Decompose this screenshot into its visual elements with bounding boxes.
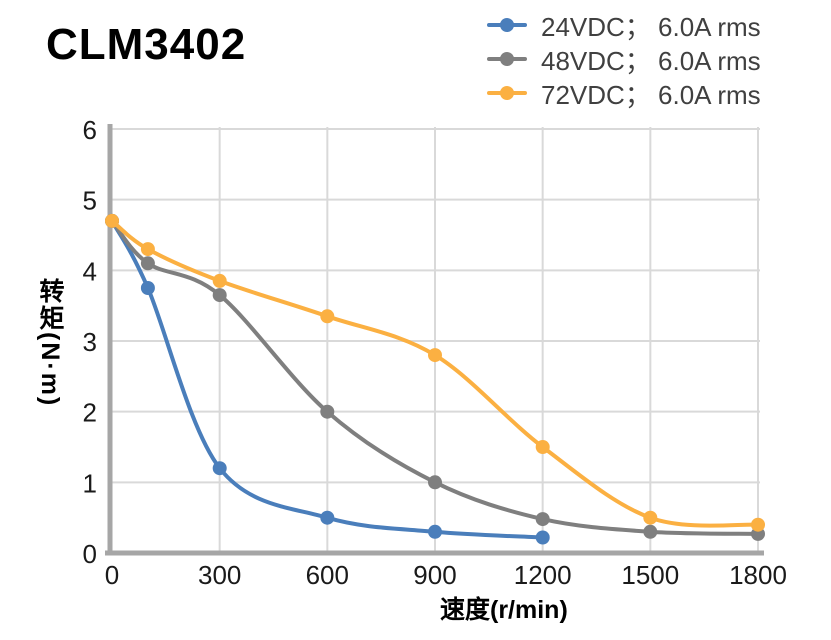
legend: 24VDC； 6.0A rms 48VDC； 6.0A rms 72VDC； 6.0…: [487, 8, 761, 110]
legend-dot-icon: [500, 18, 514, 32]
data-point-72vdc-1800: [751, 517, 765, 532]
x-tick-label-600: 600: [306, 560, 349, 590]
data-point-24vdc-600: [320, 510, 335, 525]
y-tick-label-0: 0: [83, 539, 97, 569]
data-point-24vdc-300: [212, 461, 227, 476]
legend-marker-icon: [487, 52, 527, 66]
data-point-72vdc-1200: [535, 440, 550, 454]
data-point-48vdc-900: [428, 475, 442, 490]
legend-marker-icon: [487, 86, 527, 100]
data-point-24vdc-100: [140, 281, 155, 295]
x-tick-label-1800: 1800: [729, 560, 787, 590]
data-point-48vdc-600: [320, 404, 335, 419]
data-point-48vdc-1500: [643, 524, 658, 539]
data-point-72vdc-900: [428, 348, 442, 363]
y-tick-label-3: 3: [83, 327, 97, 357]
data-point-72vdc-600: [320, 309, 335, 324]
x-tick-label-0: 0: [105, 560, 119, 590]
data-point-24vdc-1200: [535, 530, 550, 545]
x-axis-label: 速度(r/min): [440, 596, 568, 624]
x-tick-label-1500: 1500: [621, 560, 679, 590]
y-axis-label: 转矩(N·m): [36, 278, 64, 408]
legend-marker-icon: [487, 18, 527, 32]
y-tick-label-6: 6: [83, 115, 97, 145]
x-tick-label-900: 900: [413, 560, 456, 590]
legend-item-72vdc: 72VDC； 6.0A rms: [487, 76, 761, 110]
legend-label: 72VDC； 6.0A rms: [541, 79, 761, 110]
data-point-72vdc-100: [140, 242, 155, 257]
data-point-72vdc-0: [105, 213, 119, 228]
legend-item-24vdc: 24VDC； 6.0A rms: [487, 8, 761, 42]
y-tick-label-2: 2: [83, 398, 97, 428]
y-tick-label-5: 5: [83, 186, 97, 216]
series-line-48vdc: [110, 218, 760, 536]
legend-dot-icon: [500, 86, 514, 100]
data-point-24vdc-900: [428, 524, 442, 539]
data-point-48vdc-100: [140, 256, 155, 271]
y-tick-label-4: 4: [83, 256, 97, 286]
legend-item-48vdc: 48VDC； 6.0A rms: [487, 42, 761, 76]
data-point-48vdc-300: [212, 288, 227, 303]
legend-dot-icon: [500, 52, 514, 66]
legend-label: 24VDC； 6.0A rms: [541, 11, 761, 42]
data-point-72vdc-300: [212, 273, 227, 288]
y-tick-label-1: 1: [83, 468, 97, 498]
x-tick-label-1200: 1200: [514, 560, 572, 590]
x-tick-label-300: 300: [198, 560, 241, 590]
legend-label: 48VDC； 6.0A rms: [541, 45, 761, 76]
page-title: CLM3402: [46, 20, 247, 69]
data-point-72vdc-1500: [643, 510, 658, 525]
data-point-48vdc-1200: [535, 512, 550, 527]
